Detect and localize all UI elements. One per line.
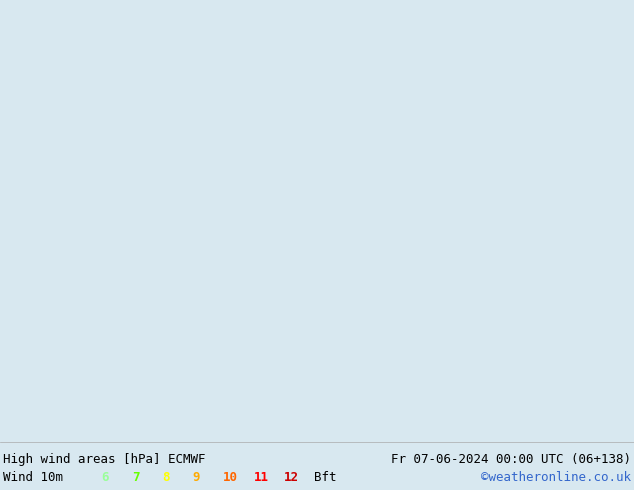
Text: 6: 6: [101, 471, 109, 484]
Text: 10: 10: [223, 471, 238, 484]
Text: Wind 10m: Wind 10m: [3, 471, 63, 484]
Text: 7: 7: [132, 471, 139, 484]
Text: 12: 12: [284, 471, 299, 484]
Text: Bft: Bft: [314, 471, 337, 484]
Text: 11: 11: [254, 471, 269, 484]
Text: 8: 8: [162, 471, 170, 484]
Text: Fr 07-06-2024 00:00 UTC (06+138): Fr 07-06-2024 00:00 UTC (06+138): [391, 453, 631, 466]
Text: High wind areas [hPa] ECMWF: High wind areas [hPa] ECMWF: [3, 453, 205, 466]
Text: ©weatheronline.co.uk: ©weatheronline.co.uk: [481, 471, 631, 484]
Text: 9: 9: [193, 471, 200, 484]
